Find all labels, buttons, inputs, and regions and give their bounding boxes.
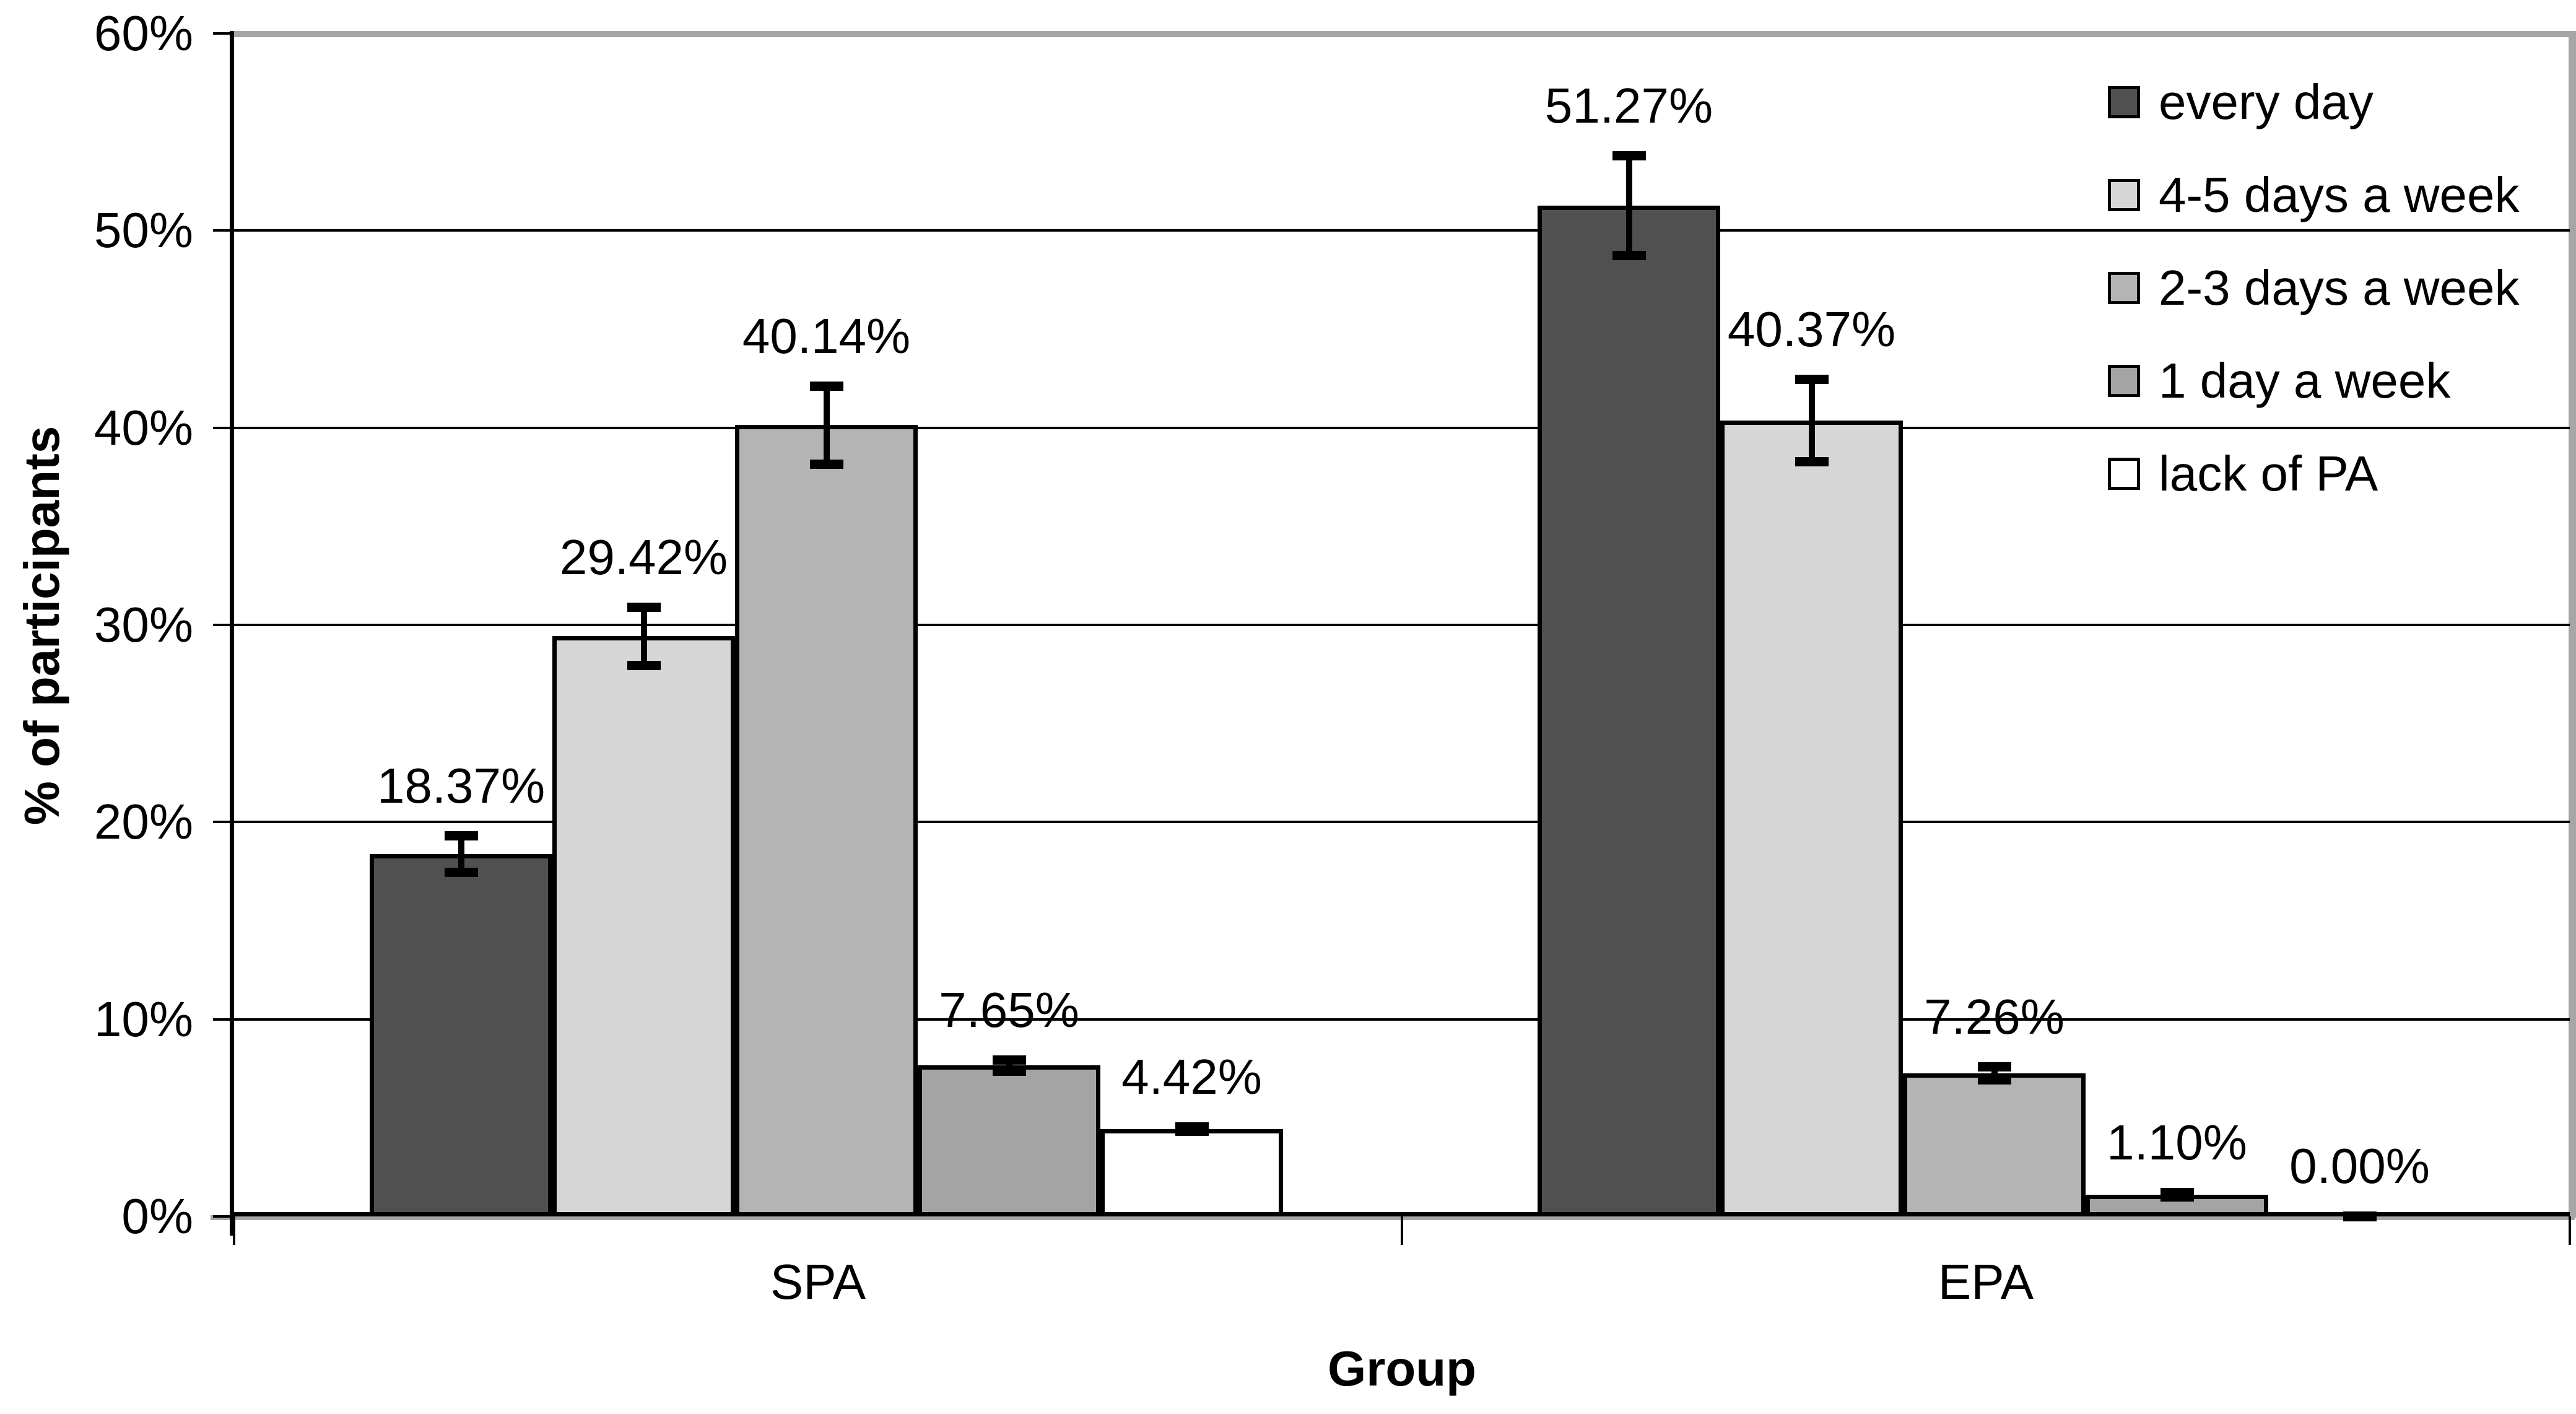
y-tick-label: 0%: [121, 1189, 193, 1244]
bar-epa-2: [1720, 420, 1903, 1216]
x-axis-tick: [233, 1216, 235, 1245]
bar-spa-5: [1100, 1129, 1283, 1216]
y-axis-tick: [213, 32, 234, 35]
error-bar-line: [1006, 1059, 1012, 1072]
plot-area-top-border: [234, 31, 2576, 37]
x-axis-title: Group: [1328, 1341, 1476, 1396]
error-bar-cap-bottom: [1612, 251, 1646, 261]
category-label-spa: SPA: [770, 1254, 866, 1309]
data-label: 4.42%: [1121, 1049, 1262, 1105]
legend: every day 4-5 days a week 2-3 days a week 1…: [2108, 56, 2520, 520]
data-label: 40.14%: [742, 308, 911, 364]
error-bar-line: [823, 385, 830, 465]
plot-area-bottom-border: [211, 1215, 2575, 1220]
error-bar-cap-bottom: [444, 868, 478, 878]
error-bar-cap-bottom: [992, 1067, 1026, 1076]
x-axis-line: [234, 1212, 2570, 1216]
y-tick-label: 30%: [94, 597, 193, 652]
y-axis-tick: [213, 624, 234, 626]
y-axis-tick: [213, 1018, 234, 1021]
y-axis-tick: [213, 821, 234, 824]
data-label: 29.42%: [559, 529, 728, 585]
error-bar-cap-bottom: [1795, 456, 1829, 466]
legend-swatch: [2108, 458, 2140, 490]
legend-swatch: [2108, 86, 2140, 118]
y-axis-tick: [213, 1215, 234, 1218]
error-bar-cap-top: [992, 1055, 1026, 1065]
data-label: 18.37%: [376, 757, 546, 813]
legend-label: 2-3 days a week: [2159, 260, 2520, 315]
legend-swatch: [2108, 179, 2140, 211]
error-bar-cap-top: [444, 831, 478, 840]
y-tick-label: 60%: [94, 6, 193, 61]
legend-label: lack of PA: [2159, 446, 2378, 501]
error-bar-cap-bottom: [627, 661, 661, 671]
legend-label: 4-5 days a week: [2159, 167, 2520, 222]
error-bar-line: [1625, 155, 1632, 256]
x-axis-tick: [2569, 1216, 2571, 1245]
gridline: [234, 821, 2570, 824]
legend-item-1: every day: [2108, 56, 2520, 149]
legend-label: 1 day a week: [2159, 353, 2451, 408]
error-bar-cap-bottom: [1175, 1127, 1209, 1137]
category-label-epa: EPA: [1938, 1254, 2034, 1309]
y-axis-title: % of participants: [14, 426, 69, 826]
gridline: [234, 229, 2570, 232]
gridline: [234, 426, 2570, 429]
legend-swatch: [2108, 365, 2140, 397]
legend-item-4: 1 day a week: [2108, 334, 2520, 427]
y-tick-label: 20%: [94, 794, 193, 850]
data-label: 7.65%: [939, 982, 1079, 1037]
plot-area-right-border: [2569, 31, 2576, 1218]
error-bar-cap-top: [809, 381, 843, 391]
legend-item-5: lack of PA: [2108, 427, 2520, 520]
y-tick-label: 50%: [94, 203, 193, 258]
legend-swatch: [2108, 272, 2140, 304]
y-axis-tick: [213, 426, 234, 429]
error-bar-line: [458, 835, 464, 873]
error-bar-cap-bottom: [809, 459, 843, 469]
error-bar-cap-top: [1795, 375, 1829, 385]
data-label: 1.10%: [2107, 1115, 2247, 1171]
y-tick-label: 40%: [94, 399, 193, 455]
error-bar-cap-top: [1977, 1062, 2011, 1071]
error-bar-cap-bottom: [1977, 1075, 2011, 1085]
error-bar-cap-top: [1612, 151, 1646, 160]
error-bar-line: [1808, 379, 1815, 462]
gridline: [234, 624, 2570, 626]
y-axis-tick: [213, 229, 234, 232]
bar-spa-3: [735, 425, 918, 1216]
data-label: 0.00%: [2289, 1138, 2430, 1194]
error-bar-cap-bottom: [2160, 1192, 2194, 1202]
bar-spa-2: [552, 636, 735, 1216]
y-axis-line: [230, 31, 234, 1236]
x-axis-tick: [1401, 1216, 1403, 1245]
data-label: 7.26%: [1924, 988, 2065, 1044]
bar-epa-1: [1538, 205, 1720, 1216]
data-label: 51.27%: [1544, 77, 1713, 133]
legend-item-3: 2-3 days a week: [2108, 242, 2520, 334]
error-bar-line: [1991, 1066, 1998, 1081]
error-bar-line: [640, 606, 647, 666]
gridline: [234, 1018, 2570, 1021]
bar-spa-1: [370, 854, 552, 1216]
legend-item-2: 4-5 days a week: [2108, 149, 2520, 242]
error-bar-cap-top: [627, 602, 661, 612]
data-label: 40.37%: [1727, 302, 1896, 357]
legend-label: every day: [2159, 74, 2374, 129]
y-tick-label: 10%: [94, 991, 193, 1047]
